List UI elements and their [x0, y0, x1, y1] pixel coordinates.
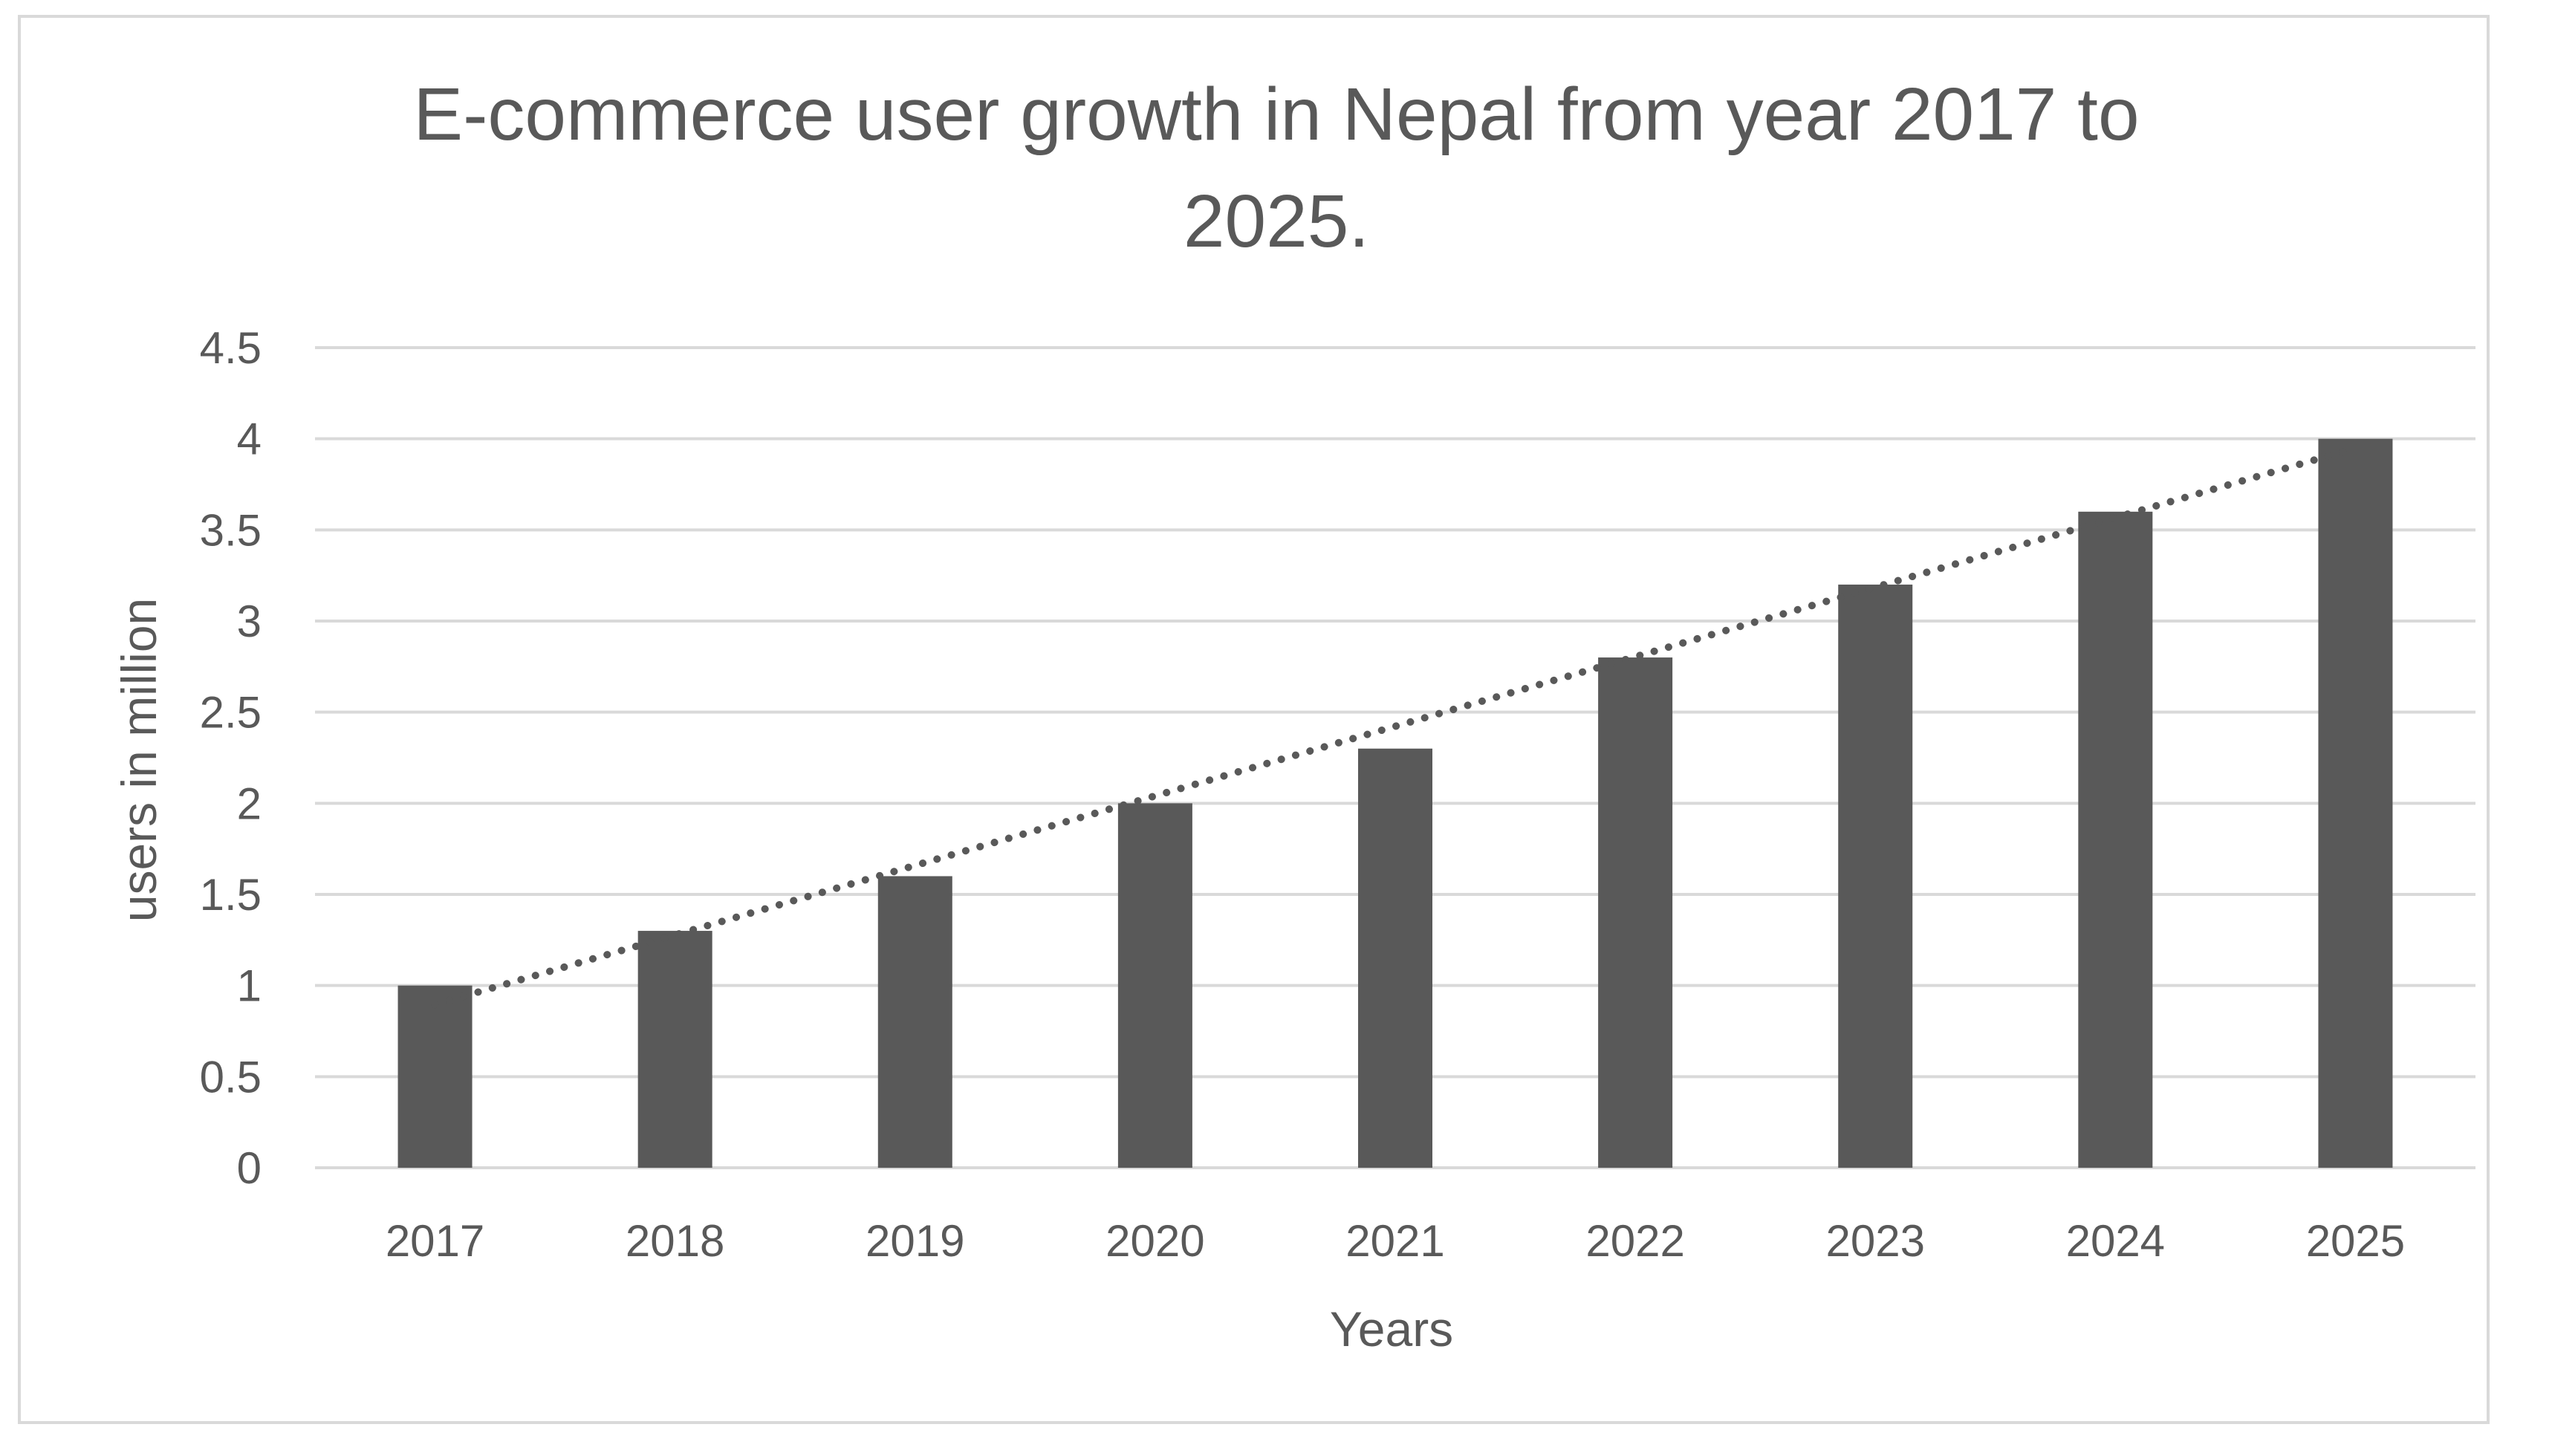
chart-title-line-1: E-commerce user growth in Nepal from yea…	[413, 73, 2139, 156]
y-tick-label: 1.5	[200, 870, 262, 920]
trendline-group	[431, 444, 2360, 1009]
bar-2021	[1358, 748, 1432, 1168]
y-tick-label: 3	[237, 597, 262, 646]
x-tick-label: 2019	[866, 1216, 964, 1266]
trendline	[431, 444, 2360, 1009]
x-tick-label: 2025	[2306, 1216, 2405, 1266]
x-axis-title: Years	[1330, 1301, 1453, 1356]
x-tick-label: 2023	[1825, 1216, 1924, 1266]
x-tick-label: 2018	[626, 1216, 724, 1266]
x-tick-label: 2020	[1105, 1216, 1204, 1266]
chart-title-line-2: 2025.	[1184, 180, 1369, 263]
bar-2025	[2318, 438, 2393, 1168]
bars	[397, 438, 2393, 1168]
y-tick-label: 3.5	[200, 505, 262, 555]
bar-2023	[1838, 584, 1913, 1168]
x-axis-ticks: 2017 2018 2019 2020 2021 2022 2023 2024 2025	[386, 1216, 2405, 1266]
y-tick-label: 1	[237, 961, 262, 1011]
bar-2024	[2078, 511, 2153, 1168]
chart-frame	[18, 15, 2490, 1424]
bar-2019	[877, 876, 952, 1168]
y-axis-ticks: 0 0.5 1 1.5 2 2.5 3 3.5 4 4.5	[200, 323, 262, 1193]
bar-2022	[1598, 657, 1673, 1168]
y-tick-label: 4.5	[200, 323, 262, 373]
y-axis-title: users in million	[111, 598, 166, 922]
bar-2017	[397, 985, 473, 1168]
x-tick-label: 2024	[2066, 1216, 2165, 1266]
x-tick-label: 2017	[386, 1216, 484, 1266]
y-tick-label: 2.5	[200, 688, 262, 738]
bar-2020	[1117, 803, 1192, 1168]
bar-2018	[637, 931, 712, 1168]
y-tick-label: 0	[237, 1143, 262, 1193]
y-tick-label: 2	[237, 779, 262, 828]
x-tick-label: 2021	[1345, 1216, 1444, 1266]
y-tick-label: 4	[237, 415, 262, 464]
y-tick-label: 0.5	[200, 1052, 262, 1102]
x-tick-label: 2022	[1585, 1216, 1684, 1266]
